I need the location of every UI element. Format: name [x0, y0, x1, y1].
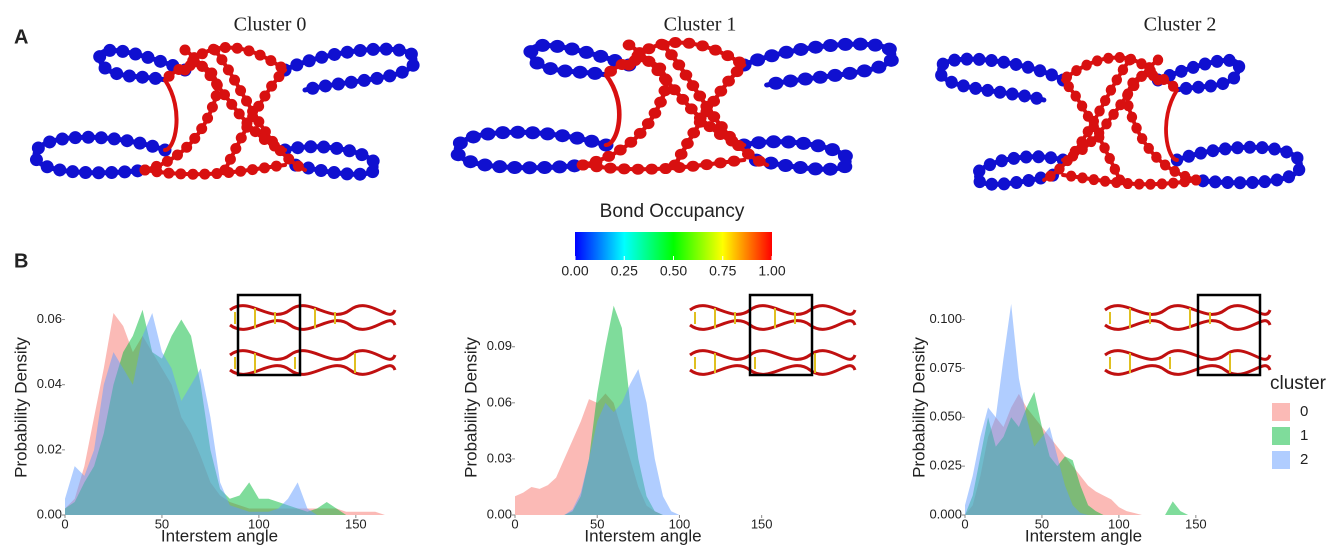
x-tick-label: 0: [61, 516, 68, 531]
colorbar: [575, 232, 772, 260]
colorbar-tick-label: 1.00: [758, 263, 785, 279]
x-tick-label: 150: [751, 516, 773, 531]
y-tick-label: 0.06: [487, 394, 512, 409]
legend-title: cluster: [1270, 373, 1327, 394]
x-tick-label: 100: [1108, 516, 1130, 531]
legend-label: 0: [1300, 403, 1308, 420]
colorbar-tick-label: 0.25: [611, 263, 638, 279]
network-title: Cluster 2: [1144, 14, 1217, 36]
dna-inset: [1103, 304, 1272, 376]
dna-inset: [228, 304, 397, 376]
y-tick-label: 0.075: [929, 360, 962, 375]
x-tick-label: 150: [1185, 516, 1207, 531]
y-tick-label: 0.02: [37, 441, 62, 456]
x-tick-label: 0: [511, 516, 518, 531]
y-tick-label: 0.000: [929, 506, 962, 521]
panel-label: B: [14, 250, 28, 272]
x-tick-label: 150: [345, 516, 367, 531]
legend-label: 1: [1300, 427, 1308, 444]
x-tick-label: 0: [961, 516, 968, 531]
density-area: [65, 313, 395, 515]
legend-key: [1272, 427, 1290, 445]
y-axis-label: Probability Density: [11, 337, 30, 478]
x-tick-label: 100: [669, 516, 691, 531]
y-tick-label: 0.025: [929, 458, 962, 473]
x-tick-label: 50: [590, 516, 604, 531]
y-tick-label: 0.100: [929, 311, 962, 326]
x-tick-label: 50: [1035, 516, 1049, 531]
panel-label: A: [14, 26, 28, 48]
highlight-box: [748, 293, 814, 377]
network-title: Cluster 0: [234, 14, 307, 36]
y-tick-label: 0.00: [37, 506, 62, 521]
x-tick-label: 50: [155, 516, 169, 531]
y-tick-label: 0.03: [487, 450, 512, 465]
highlight-box: [1196, 293, 1262, 377]
x-axis-label: Interstem angle: [1025, 526, 1142, 545]
colorbar-title: Bond Occupancy: [600, 201, 745, 222]
y-tick-label: 0.04: [37, 376, 62, 391]
x-axis-label: Interstem angle: [584, 526, 701, 545]
density-area: [515, 369, 795, 515]
y-tick-label: 0.00: [487, 506, 512, 521]
highlight-box: [236, 293, 302, 377]
colorbar-tick-label: 0.00: [561, 263, 588, 279]
y-axis-label: Probability Density: [461, 337, 480, 478]
legend-key: [1272, 451, 1290, 469]
x-tick-label: 100: [248, 516, 270, 531]
legend-label: 2: [1300, 451, 1308, 468]
y-tick-label: 0.09: [487, 338, 512, 353]
colorbar-tick-label: 0.75: [709, 263, 736, 279]
density-area: [965, 303, 1227, 515]
network-title: Cluster 1: [664, 14, 737, 36]
y-axis-label: Probability Density: [909, 337, 928, 478]
colorbar-tick-label: 0.50: [660, 263, 687, 279]
y-tick-label: 0.050: [929, 409, 962, 424]
y-tick-label: 0.06: [37, 311, 62, 326]
x-axis-label: Interstem angle: [161, 526, 278, 545]
dna-inset: [688, 304, 857, 376]
legend-key: [1272, 403, 1290, 421]
